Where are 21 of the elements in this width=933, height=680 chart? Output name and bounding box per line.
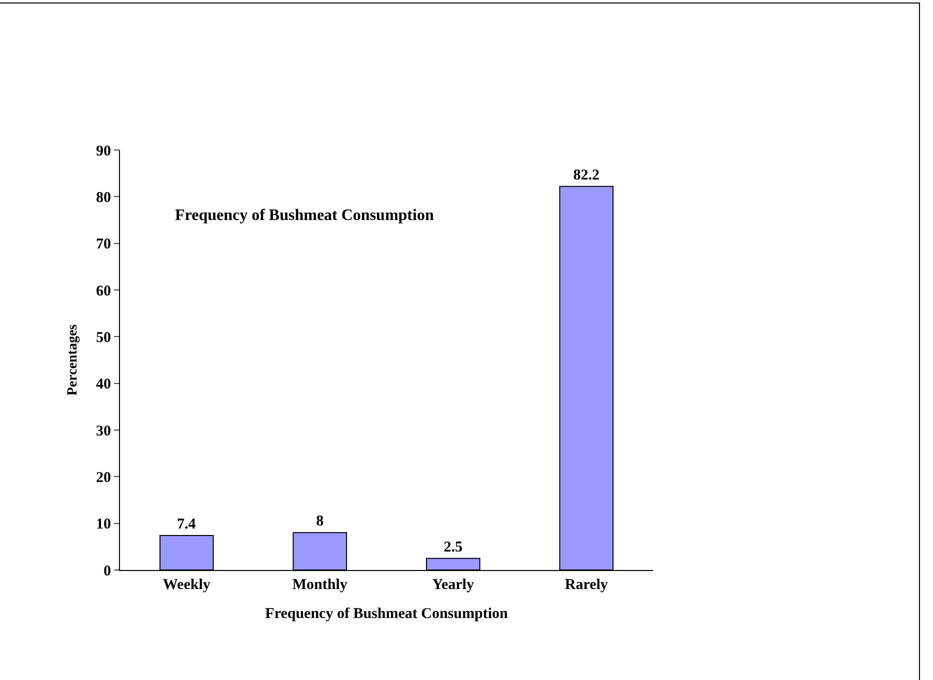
x-tick-label: Rarely bbox=[564, 577, 608, 593]
y-tick-label: 20 bbox=[96, 470, 111, 486]
x-axis-title: Frequency of Bushmeat Consumption bbox=[265, 606, 508, 622]
y-tick-label: 50 bbox=[96, 330, 111, 346]
x-tick-label: Weekly bbox=[162, 577, 211, 593]
y-tick-label: 30 bbox=[96, 423, 111, 440]
text: Frequency of Bushmeat Consumption bbox=[175, 207, 434, 224]
data-label: 2.5 bbox=[444, 539, 463, 556]
data-label: 82.2 bbox=[573, 167, 600, 184]
y-tick-label: 60 bbox=[96, 283, 111, 300]
y-tick-label: 90 bbox=[96, 143, 111, 160]
x-tick-label: Monthly bbox=[292, 577, 348, 593]
y-axis-title: Percentages bbox=[66, 324, 81, 396]
y-tick-label: 70 bbox=[96, 236, 111, 253]
data-label: 8 bbox=[316, 514, 324, 530]
y-tick-label: 80 bbox=[96, 190, 111, 206]
y-tick-label: 0 bbox=[104, 563, 111, 580]
y-tick-label: 10 bbox=[96, 516, 111, 533]
data-label: 7.4 bbox=[177, 516, 196, 532]
x-tick-label: Yearly bbox=[432, 577, 474, 593]
y-tick-label: 40 bbox=[96, 376, 111, 393]
